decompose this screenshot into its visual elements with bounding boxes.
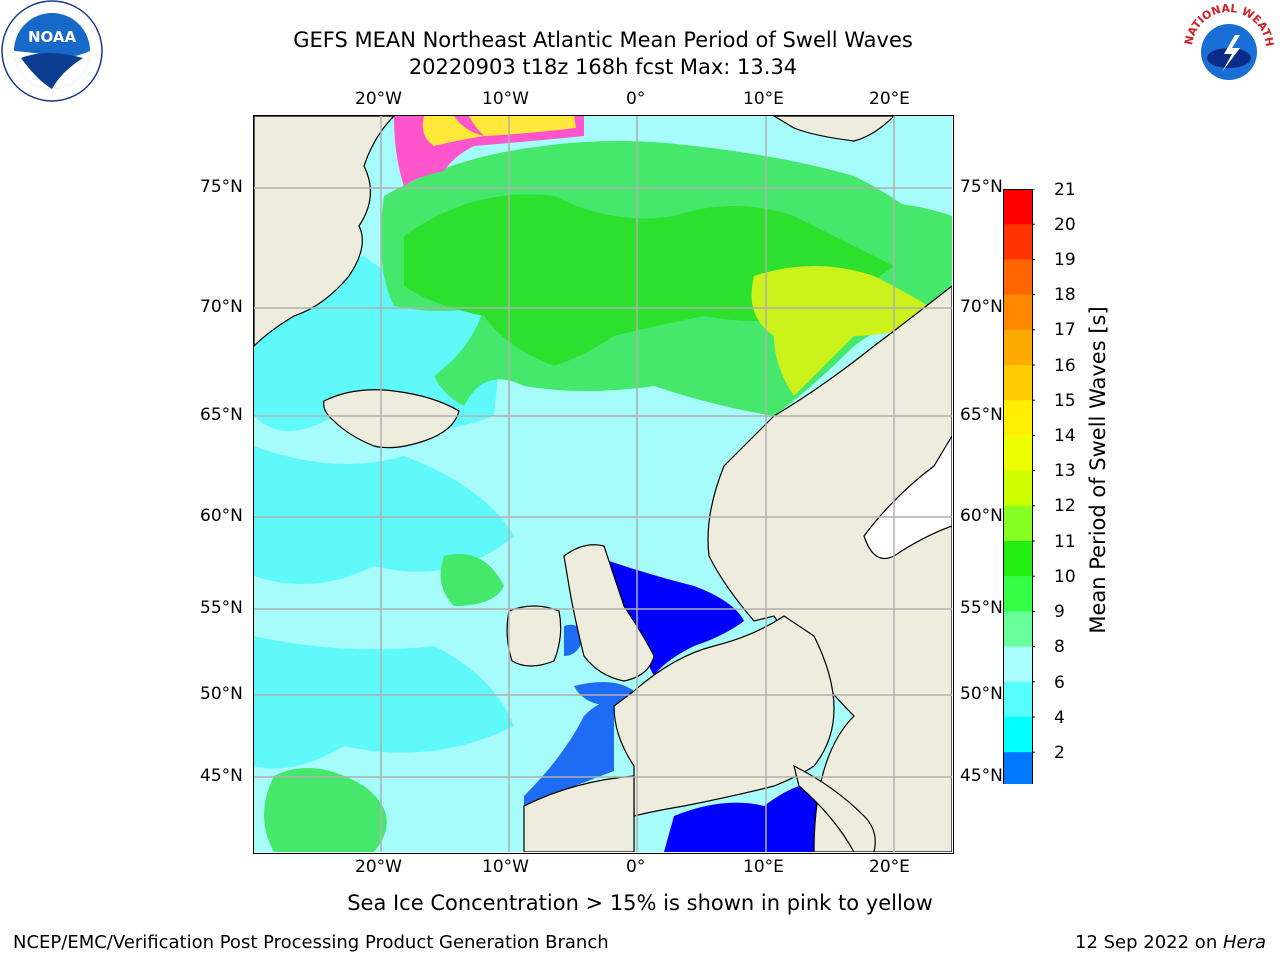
lat-label-right-65n: 65°N: [960, 405, 1003, 425]
lat-label-left-70n: 70°N: [200, 297, 243, 317]
colorbar-segment: [1003, 470, 1033, 507]
colorbar-segment: [1003, 681, 1033, 718]
colorbar-segment: [1003, 435, 1033, 472]
colorbar-tick-15: 15: [1054, 391, 1076, 411]
colorbar-tick-4: 4: [1054, 708, 1065, 728]
land-scandinavia: [707, 284, 953, 853]
colorbar-tick-18: 18: [1054, 285, 1076, 305]
chart-subtitle: 20220903 t18z 168h fcst Max: 13.34: [408, 55, 798, 79]
colorbar-segment: [1003, 752, 1033, 788]
lon-label-top-20w: 20°W: [355, 89, 402, 109]
colorbar-segment: [1003, 224, 1033, 260]
swell-green-patch-mid: [440, 554, 504, 606]
svg-text:NOAA: NOAA: [28, 28, 77, 46]
swell-green-patch-sw: [264, 768, 387, 852]
graticule: [254, 116, 952, 852]
colorbar-segment: [1003, 576, 1033, 612]
lat-label-right-70n: 70°N: [960, 297, 1003, 317]
colorbar-tick-10: 10: [1054, 567, 1076, 587]
colorbar-tick-9: 9: [1054, 602, 1065, 622]
colorbar-tick-17: 17: [1054, 320, 1076, 340]
colorbar-tick-6: 6: [1054, 673, 1065, 693]
lat-label-right-75n: 75°N: [960, 177, 1003, 197]
footer-date: 12 Sep 2022 on Hera: [1075, 932, 1266, 953]
colorbar-segment: [1003, 329, 1033, 366]
land-iceland: [323, 389, 460, 449]
colorbar-label: Mean Period of Swell Waves [s]: [1086, 306, 1110, 634]
lon-label-top-20e: 20°E: [869, 89, 910, 109]
land-ireland: [506, 605, 562, 667]
lat-label-left-50n: 50°N: [200, 684, 243, 704]
colorbar-tick-16: 16: [1054, 356, 1076, 376]
swell-mid-south2: [254, 636, 514, 769]
swell-channel: [574, 682, 634, 706]
colorbar-tick-13: 13: [1054, 461, 1076, 481]
lon-label-top-10e: 10°E: [743, 89, 784, 109]
land-iberia: [523, 775, 635, 853]
lat-label-right-55n: 55°N: [960, 598, 1003, 618]
land-sweden-inner: [863, 433, 953, 560]
colorbar-tick-14: 14: [1054, 426, 1076, 446]
sea-ice-caption: Sea Ice Concentration > 15% is shown in …: [347, 891, 933, 915]
lat-label-right-50n: 50°N: [960, 684, 1003, 704]
swell-biscay: [524, 702, 614, 806]
colorbar-segment: [1003, 541, 1033, 577]
lat-label-left-55n: 55°N: [200, 598, 243, 618]
colorbar-tick-11: 11: [1054, 532, 1076, 552]
colorbar-segment: [1003, 611, 1033, 648]
lon-label-bottom-0: 0°: [626, 857, 646, 877]
lon-label-top-0: 0°: [626, 89, 646, 109]
lat-label-left-65n: 65°N: [200, 405, 243, 425]
swell-yellowgreen: [751, 266, 944, 396]
colorbar-segment: [1003, 189, 1033, 225]
footer-date-text: 12 Sep 2022 on: [1075, 932, 1223, 953]
colorbar-segment: [1003, 294, 1033, 331]
colorbar-segment: [1003, 717, 1033, 753]
lat-label-right-45n: 45°N: [960, 766, 1003, 786]
map-area: [253, 115, 954, 854]
colorbar-bar: [1002, 188, 1035, 819]
land-svalbard: [772, 116, 895, 142]
colorbar-tick-12: 12: [1054, 496, 1076, 516]
noaa-logo: NOAA: [1, 0, 103, 102]
colorbar-segment: [1003, 400, 1033, 436]
lat-label-left-45n: 45°N: [200, 766, 243, 786]
footer-host: Hera: [1222, 932, 1266, 953]
lat-label-right-60n: 60°N: [960, 506, 1003, 526]
colorbar-tick-19: 19: [1054, 250, 1076, 270]
colorbar-segment: [1003, 365, 1033, 401]
chart-title: GEFS MEAN Northeast Atlantic Mean Period…: [293, 28, 913, 52]
colorbar-segment: [1003, 505, 1033, 542]
colorbar-segment: [1003, 259, 1033, 296]
lon-label-top-10w: 10°W: [482, 89, 529, 109]
colorbar-tick-20: 20: [1054, 215, 1076, 235]
land-italy: [793, 764, 876, 853]
swell-green-east: [834, 202, 952, 246]
lat-label-left-75n: 75°N: [200, 177, 243, 197]
lon-label-bottom-10e: 10°E: [743, 857, 784, 877]
colorbar-segment: [1003, 646, 1033, 683]
nws-logo: NATIONAL WEATHER SERVICE: [1176, 0, 1278, 98]
lon-label-bottom-20e: 20°E: [869, 857, 910, 877]
colorbar-tick-2: 2: [1054, 743, 1065, 763]
sea-ice-yellow: [422, 116, 576, 146]
colorbar-tick-8: 8: [1054, 637, 1065, 657]
swell-green-bright: [404, 194, 894, 366]
footer-credit: NCEP/EMC/Verification Post Processing Pr…: [13, 932, 609, 953]
map-canvas: [254, 116, 953, 853]
colorbar-tick-21: 21: [1054, 180, 1076, 200]
land-greenland: [254, 116, 395, 347]
colorbar: [1002, 188, 1035, 819]
lat-label-left-60n: 60°N: [200, 506, 243, 526]
lon-label-bottom-20w: 20°W: [355, 857, 402, 877]
land-britain: [563, 544, 655, 682]
lon-label-bottom-10w: 10°W: [482, 857, 529, 877]
swell-mid-south: [254, 446, 514, 584]
